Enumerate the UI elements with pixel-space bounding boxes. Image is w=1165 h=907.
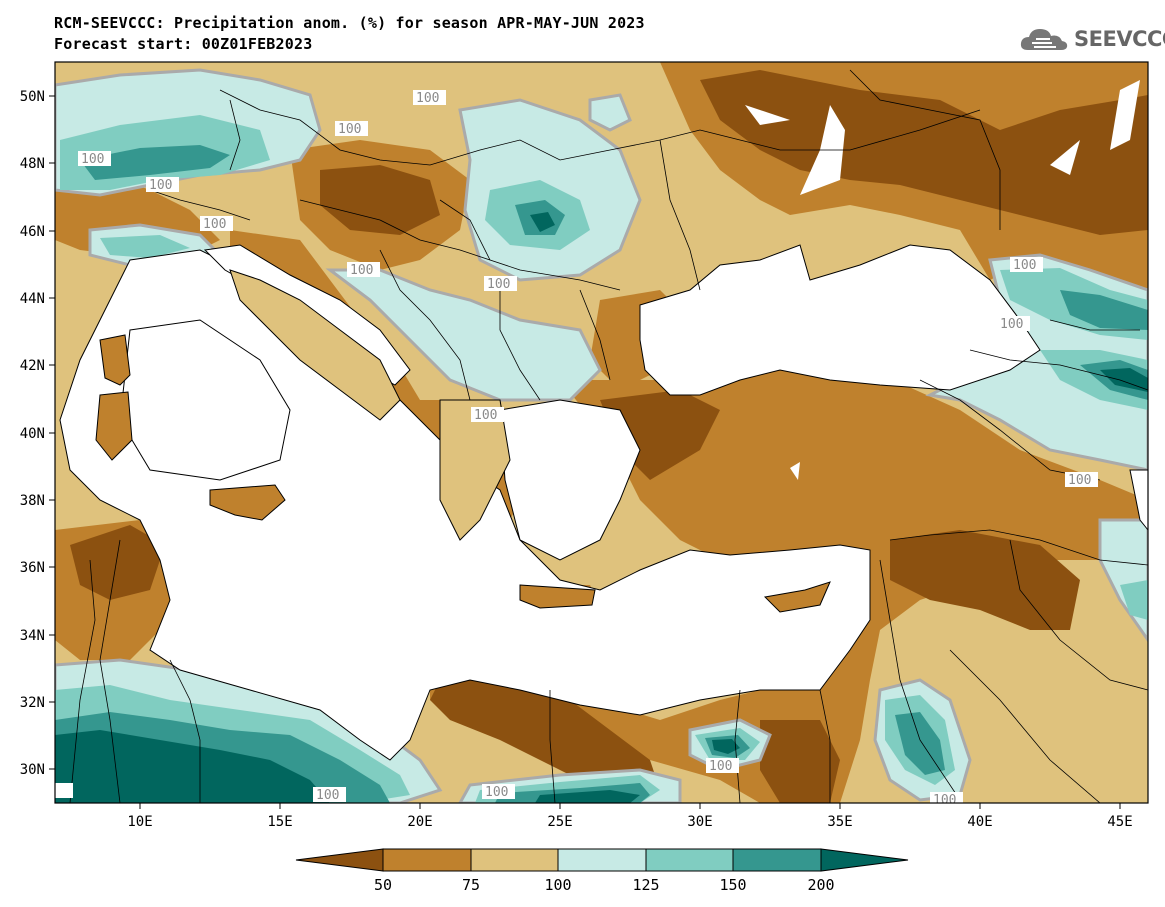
contour-label: 100 (335, 121, 368, 137)
lon-label: 45E (1107, 814, 1132, 830)
contour-label: 100 (706, 758, 739, 774)
contour-label: 100 (484, 276, 517, 292)
lon-label: 30E (687, 814, 712, 830)
lat-label: 34N (20, 628, 45, 644)
lon-label: 15E (267, 814, 292, 830)
lon-label: 10E (127, 814, 152, 830)
contour-label: 100 (413, 90, 446, 106)
longitude-labels: 10E 15E 20E 25E 30E 35E 40E 45E (127, 814, 1132, 830)
colorbar-75-100 (470, 848, 559, 872)
lat-label: 50N (20, 89, 45, 105)
contour-labels: 100 100 100 100 100 100 100 100 100 100 … (55, 90, 1098, 808)
colorbar-125-150 (645, 848, 734, 872)
colorbar-label: 150 (719, 876, 746, 894)
contour-label: 100 (930, 792, 963, 808)
forecast-start-label: Forecast start: 00Z01FEB2023 (54, 35, 313, 53)
anomaly-field: 100 100 100 100 100 100 100 100 100 100 … (55, 62, 1148, 808)
svg-text:100: 100 (338, 122, 361, 137)
contour-label: 100 (200, 216, 233, 232)
country-borders (69, 69, 1148, 803)
lat-label: 44N (20, 291, 45, 307)
lon-label: 40E (967, 814, 992, 830)
svg-text:100: 100 (1013, 258, 1036, 273)
colorbar (295, 848, 909, 872)
lat-label: 30N (20, 762, 45, 778)
map-title: RCM-SEEVCCC: Precipitation anom. (%) for… (54, 14, 645, 32)
latitude-labels: 50N 48N 46N 44N 42N 40N 38N 36N 34N 32N … (20, 89, 45, 778)
contour-label: 100 (1010, 257, 1043, 273)
cloud-icon (1020, 29, 1068, 50)
axis-ticks (49, 95, 1121, 809)
svg-text:100: 100 (316, 788, 339, 803)
svg-text:100: 100 (1068, 473, 1091, 488)
lat-label: 38N (20, 493, 45, 509)
colorbar-label: 200 (807, 876, 834, 894)
svg-text:100: 100 (474, 408, 497, 423)
lat-label: 46N (20, 224, 45, 240)
contour-label: 100 (347, 262, 380, 278)
contour-label: 100 (78, 151, 111, 167)
svg-text:100: 100 (487, 277, 510, 292)
contour-label: 100 (482, 784, 515, 800)
lon-label: 35E (827, 814, 852, 830)
svg-text:100: 100 (485, 785, 508, 800)
colorbar-label: 75 (462, 876, 480, 894)
contour-label: 100 (997, 316, 1030, 332)
islands (95, 80, 1140, 613)
contour-label: 100 (55, 783, 73, 798)
lat-label: 36N (20, 560, 45, 576)
colorbar-label: 100 (544, 876, 571, 894)
colorbar-above-200 (820, 848, 909, 872)
colorbar-100-125 (557, 848, 647, 872)
lat-label: 48N (20, 156, 45, 172)
svg-text:100: 100 (203, 217, 226, 232)
svg-text:100: 100 (1000, 317, 1023, 332)
svg-text:100: 100 (933, 793, 956, 808)
contour-label: 100 (146, 177, 179, 193)
svg-text:100: 100 (416, 91, 439, 106)
lat-label: 40N (20, 426, 45, 442)
lon-label: 25E (547, 814, 572, 830)
contour-label: 100 (313, 787, 346, 803)
svg-text:100: 100 (149, 178, 172, 193)
svg-text:100: 100 (350, 263, 373, 278)
svg-text:100: 100 (81, 152, 104, 167)
logo-text: SEEVCCC (1074, 27, 1165, 51)
contour-label: 100 (1065, 472, 1098, 488)
colorbar-label: 50 (374, 876, 392, 894)
contour-label: 100 (471, 407, 504, 423)
lat-label: 42N (20, 358, 45, 374)
svg-text:100: 100 (709, 759, 732, 774)
colorbar-50-75 (382, 848, 472, 872)
colorbar-label: 125 (632, 876, 659, 894)
colorbar-labels: 50 75 100 125 150 200 (374, 876, 835, 894)
lat-label: 32N (20, 695, 45, 711)
seevccc-logo: SEEVCCC (1018, 24, 1165, 54)
colorbar-below-50 (295, 848, 384, 872)
colorbar-150-200 (732, 848, 822, 872)
lon-label: 20E (407, 814, 432, 830)
